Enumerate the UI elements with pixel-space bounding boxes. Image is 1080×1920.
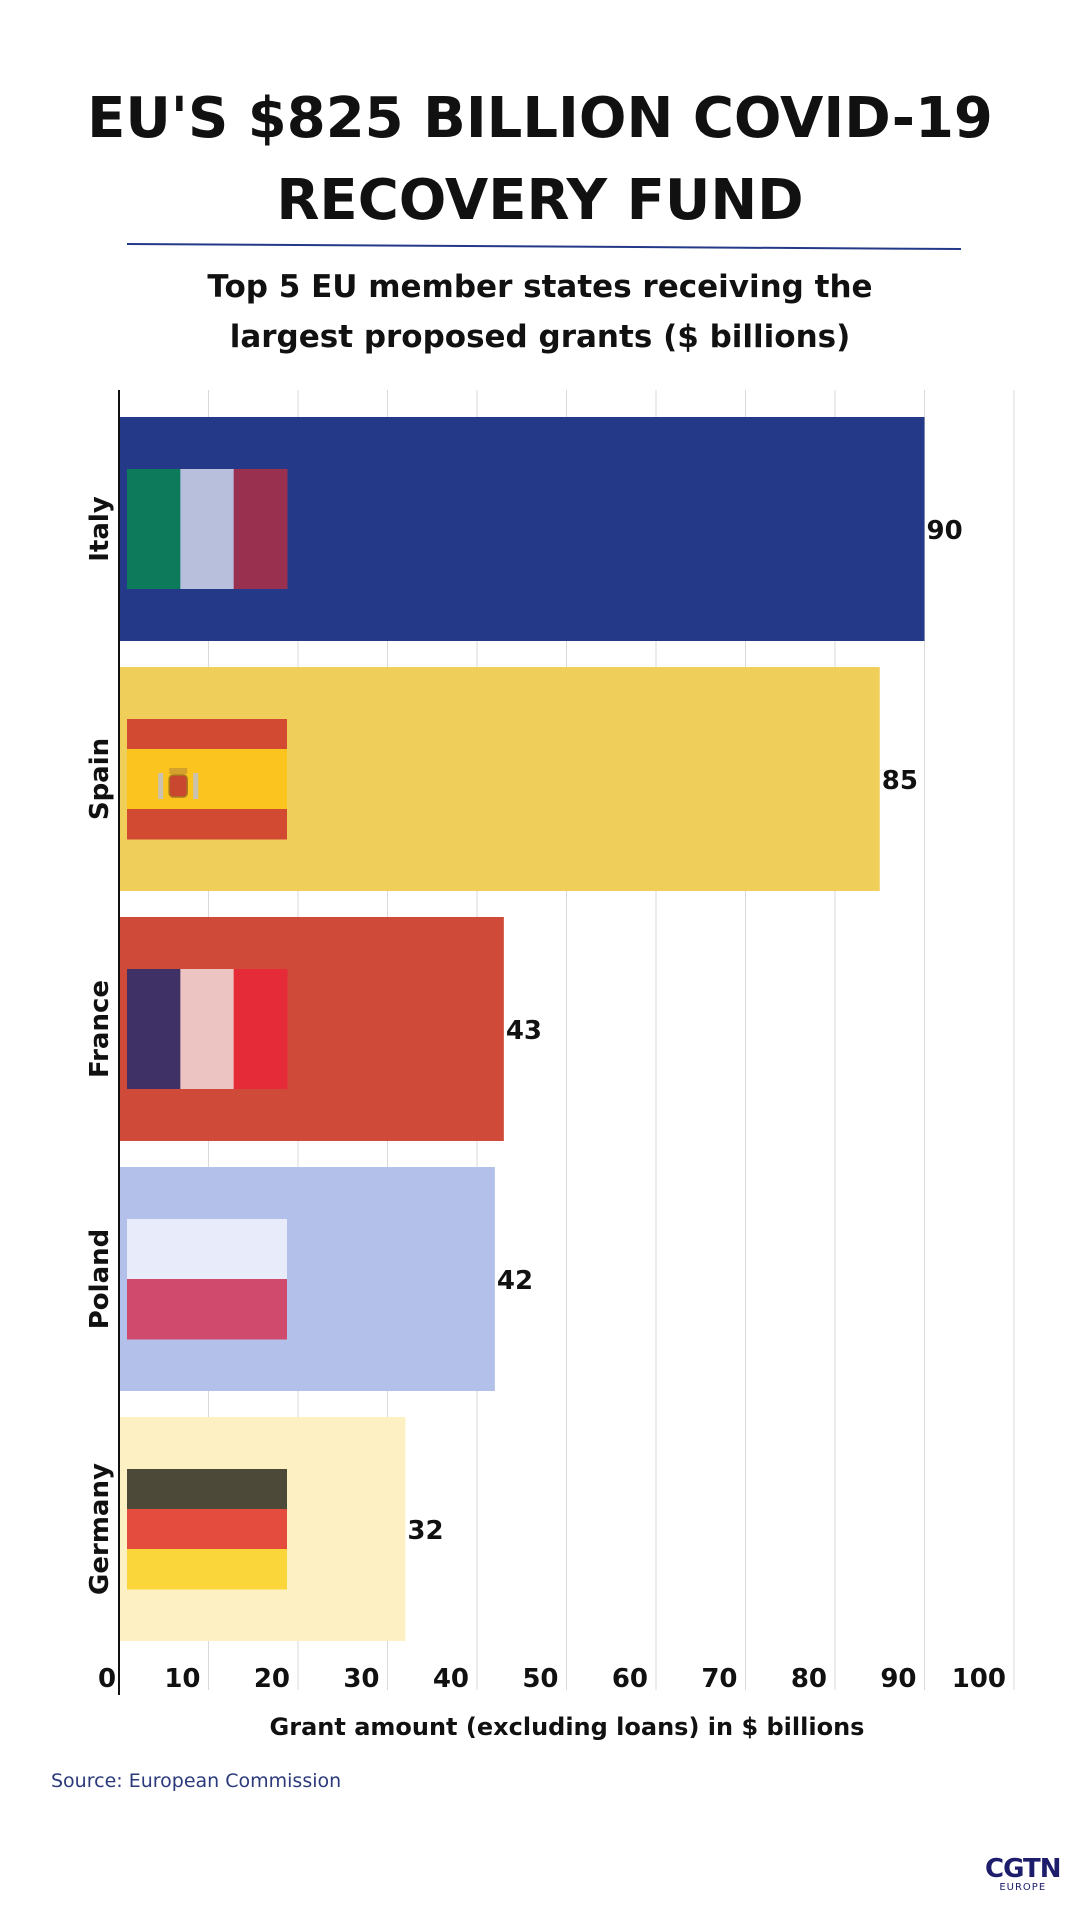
- x-tick-label: 60: [612, 1664, 648, 1694]
- bar-chart: 90 Italy 85 Spain 43 France 42 Poland 32 Germany 0…: [85, 390, 1015, 1741]
- category-label-germany: Germany: [85, 1463, 115, 1595]
- value-label-spain: 85: [882, 766, 918, 796]
- logo-subtext: EUROPE: [999, 1882, 1047, 1893]
- spain-flag: [127, 719, 287, 840]
- value-label-france: 43: [506, 1016, 542, 1046]
- value-label-italy: 90: [927, 516, 963, 546]
- bar-group-italy: 90 Italy: [85, 417, 963, 641]
- flag-stripe: [127, 749, 287, 810]
- france-flag: [127, 969, 288, 1089]
- x-tick-label: 30: [343, 1664, 379, 1694]
- x-tick-labels: 0 10 20 30 40 50 60 70 80 90 100: [98, 1664, 1006, 1694]
- source-note: Source: European Commission: [51, 1770, 342, 1792]
- bar-group-spain: 85 Spain: [85, 667, 918, 891]
- category-label-poland: Poland: [85, 1229, 115, 1330]
- title-line-1: EU'S $825 BILLION COVID-19: [87, 86, 993, 151]
- x-tick-label: 10: [164, 1664, 200, 1694]
- x-tick-label: 70: [701, 1664, 737, 1694]
- flag-stripe: [127, 1219, 287, 1280]
- italy-flag: [127, 469, 288, 589]
- x-tick-label: 50: [522, 1664, 558, 1694]
- flag-stripe: [127, 969, 181, 1089]
- x-tick-label: 0: [98, 1664, 116, 1694]
- subtitle-line-2: largest proposed grants ($ billions): [229, 319, 851, 355]
- flag-stripe: [233, 969, 288, 1089]
- flag-stripe: [233, 469, 288, 589]
- poland-flag: [127, 1219, 287, 1340]
- flag-stripe: [127, 1279, 287, 1340]
- flag-stripe: [127, 719, 287, 750]
- x-tick-label: 90: [880, 1664, 916, 1694]
- page-title: EU'S $825 BILLION COVID-19 RECOVERY FUND: [60, 78, 1020, 242]
- flag-stripe: [127, 1469, 287, 1510]
- crest-shield: [168, 774, 188, 798]
- bar-group-germany: 32 Germany: [85, 1417, 444, 1641]
- value-label-poland: 42: [497, 1266, 533, 1296]
- category-label-spain: Spain: [85, 738, 115, 820]
- chart-subtitle: Top 5 EU member states receiving the lar…: [160, 262, 920, 362]
- coat-of-arms-icon: [158, 768, 199, 799]
- value-label-germany: 32: [407, 1516, 443, 1546]
- category-label-france: France: [85, 980, 115, 1078]
- crest-pillar: [158, 773, 164, 799]
- bar-group-france: 43 France: [85, 917, 542, 1141]
- logo-wordmark: CGTN: [985, 1854, 1061, 1884]
- x-tick-label: 80: [791, 1664, 827, 1694]
- title-line-2: RECOVERY FUND: [276, 168, 804, 233]
- category-label-italy: Italy: [85, 496, 115, 562]
- subtitle-line-1: Top 5 EU member states receiving the: [207, 269, 873, 305]
- flag-stripe: [127, 469, 181, 589]
- bar-group-poland: 42 Poland: [85, 1167, 533, 1391]
- crest-crown: [169, 768, 188, 774]
- flag-stripe: [127, 1549, 287, 1590]
- x-axis-title: Grant amount (excluding loans) in $ bill…: [270, 1713, 865, 1741]
- flag-stripe: [127, 809, 287, 840]
- flag-stripe: [180, 969, 235, 1089]
- x-tick-label: 40: [433, 1664, 469, 1694]
- flag-stripe: [127, 1509, 287, 1550]
- germany-flag: [127, 1469, 287, 1590]
- cgtn-logo: CGTN EUROPE: [985, 1854, 1061, 1894]
- x-tick-label: 20: [254, 1664, 290, 1694]
- flag-stripe: [180, 469, 235, 589]
- x-tick-label: 100: [952, 1664, 1006, 1694]
- crest-pillar: [193, 773, 199, 799]
